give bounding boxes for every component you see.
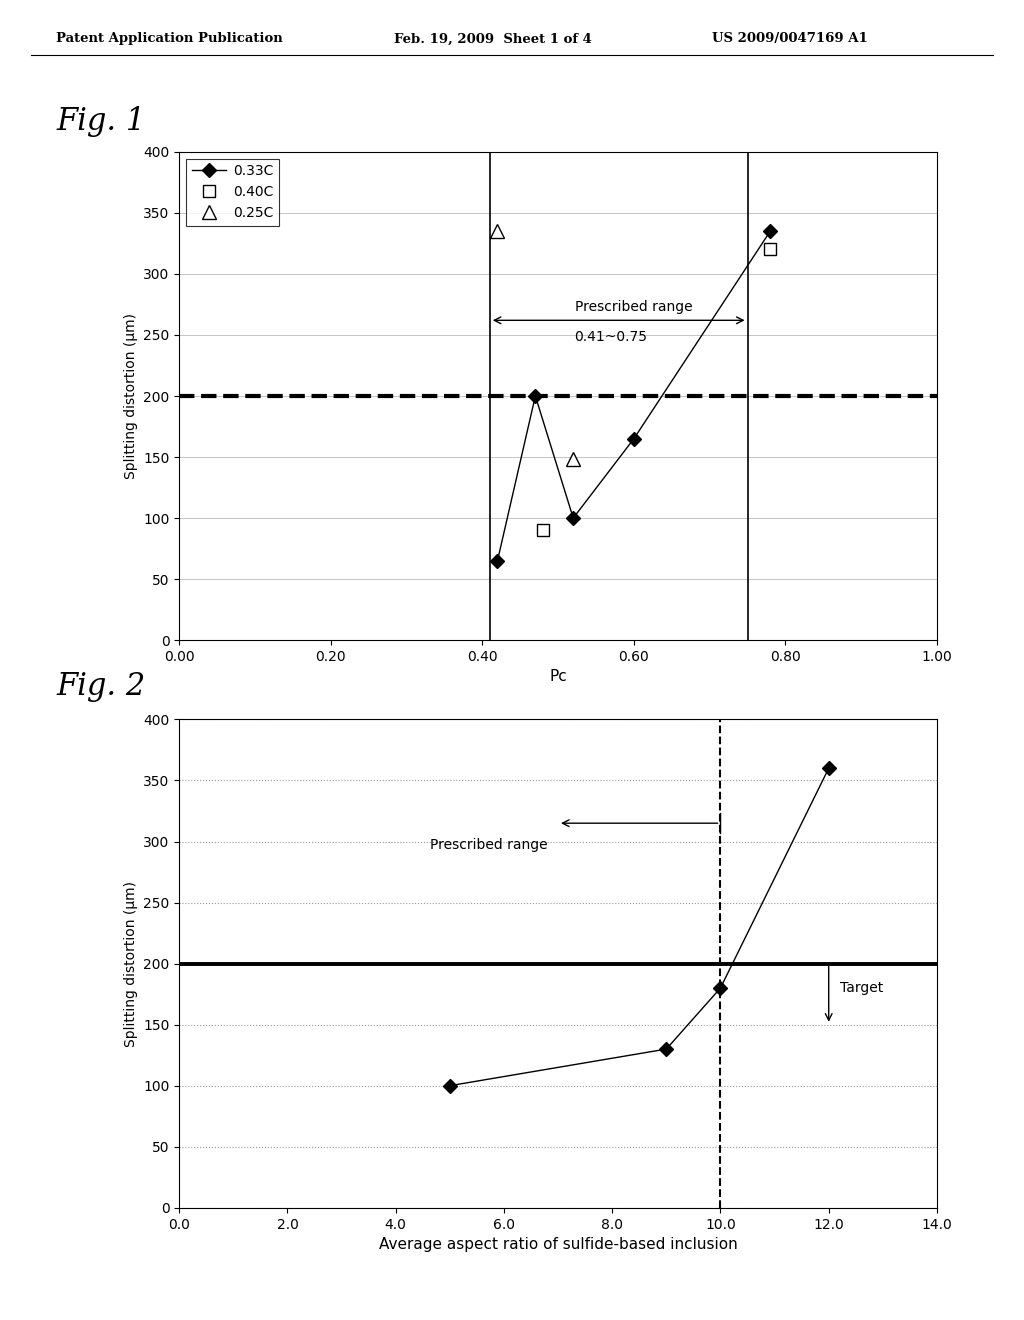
Y-axis label: Splitting distortion (μm): Splitting distortion (μm): [124, 313, 137, 479]
Text: Fig. 1: Fig. 1: [56, 106, 145, 136]
X-axis label: Pc: Pc: [549, 669, 567, 685]
Text: US 2009/0047169 A1: US 2009/0047169 A1: [712, 32, 867, 45]
Text: Target: Target: [840, 981, 883, 995]
Text: Fig. 2: Fig. 2: [56, 671, 145, 701]
Text: Prescribed range: Prescribed range: [430, 838, 547, 851]
X-axis label: Average aspect ratio of sulfide-based inclusion: Average aspect ratio of sulfide-based in…: [379, 1237, 737, 1253]
Y-axis label: Splitting distortion (μm): Splitting distortion (μm): [124, 880, 137, 1047]
Text: Patent Application Publication: Patent Application Publication: [56, 32, 283, 45]
Text: 0.41~0.75: 0.41~0.75: [574, 330, 647, 345]
Text: Prescribed range: Prescribed range: [575, 300, 692, 314]
Legend: 0.33C, 0.40C, 0.25C: 0.33C, 0.40C, 0.25C: [186, 158, 280, 226]
Text: Feb. 19, 2009  Sheet 1 of 4: Feb. 19, 2009 Sheet 1 of 4: [394, 32, 592, 45]
